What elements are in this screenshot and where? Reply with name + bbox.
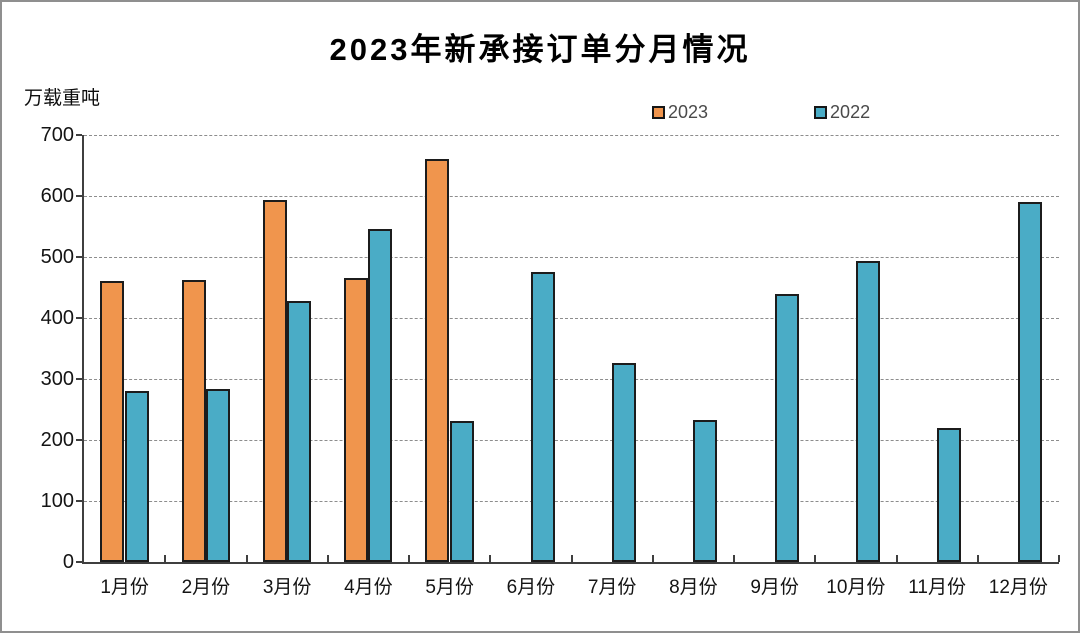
bar-2022-2月份 xyxy=(205,389,230,562)
legend-label: 2023 xyxy=(668,102,709,122)
x-axis-tick-label: 12月份 xyxy=(988,577,1048,598)
x-axis-line xyxy=(82,562,1059,564)
x-axis-tick-label: 3月份 xyxy=(262,577,312,598)
x-axis-tick-label: 6月份 xyxy=(506,577,556,598)
y-axis-unit-label: 万载重吨 xyxy=(24,88,101,109)
y-axis-tick-label: 400 xyxy=(40,307,74,329)
gridline-500 xyxy=(84,256,1059,258)
x-axis-tick xyxy=(651,555,654,562)
bar-2022-8月份 xyxy=(693,420,718,562)
x-axis-tick-label: 11月份 xyxy=(908,577,966,598)
x-axis-tick xyxy=(489,555,492,562)
y-axis-tick-label: 100 xyxy=(40,490,74,512)
y-axis-tick-label: 500 xyxy=(40,246,74,268)
y-axis-tick xyxy=(76,378,82,380)
legend-swatch-icon xyxy=(652,106,665,119)
x-axis-tick-label: 7月份 xyxy=(587,577,637,598)
y-axis-tick xyxy=(76,195,82,197)
bar-2022-11月份 xyxy=(937,427,962,562)
gridline-700 xyxy=(84,134,1059,136)
x-axis-tick-label: 5月份 xyxy=(425,577,474,598)
y-axis-tick xyxy=(76,317,82,319)
bar-2022-5月份 xyxy=(449,421,474,562)
x-axis-tick-label: 9月份 xyxy=(750,577,799,598)
y-axis-line xyxy=(82,135,84,562)
x-axis-tick-label: 10月份 xyxy=(826,577,886,598)
y-axis-tick-label: 700 xyxy=(40,124,74,146)
x-axis-tick-label: 8月份 xyxy=(669,577,718,598)
legend-entry-2023: 2023 xyxy=(652,102,708,123)
bar-2023-1月份 xyxy=(100,281,125,562)
legend-swatch-icon xyxy=(814,106,828,119)
x-axis-tick xyxy=(814,555,817,562)
gridline-600 xyxy=(84,195,1059,197)
bar-2023-3月份 xyxy=(262,200,287,562)
bar-2022-6月份 xyxy=(530,271,555,562)
chart-title: 2023年新承接订单分月情况 xyxy=(329,32,751,67)
x-axis-tick-label: 1月份 xyxy=(100,577,149,598)
bar-2022-12月份 xyxy=(1018,201,1043,562)
x-axis-tick xyxy=(733,555,735,562)
bar-2023-4月份 xyxy=(344,277,369,562)
y-axis-tick-label: 600 xyxy=(40,185,74,207)
plot-area: 1月份 2月份 3月份 4月份 5月份 6月份 7月份 8月份 9月份 10月份 11月份 12月份 xyxy=(76,134,1060,598)
x-axis-tick xyxy=(976,555,979,562)
y-axis-tick-label: 200 xyxy=(40,429,74,451)
x-axis-tick xyxy=(408,555,410,562)
y-axis-tick-label: 300 xyxy=(40,368,74,390)
y-axis-tick xyxy=(76,500,82,502)
bar-2023-5月份 xyxy=(425,159,450,562)
gridline-200 xyxy=(84,439,1059,441)
y-axis-tick-label: 0 xyxy=(62,551,74,573)
bar-2022-4月份 xyxy=(368,228,393,562)
bar-2022-10月份 xyxy=(855,261,880,562)
y-axis-tick xyxy=(76,439,82,441)
x-axis-tick xyxy=(326,555,329,562)
y-axis-tick xyxy=(76,561,82,563)
bar-2022-1月份 xyxy=(124,391,149,562)
legend-label: 2022 xyxy=(830,102,871,122)
x-axis-tick xyxy=(570,555,573,562)
bar-2023-2月份 xyxy=(181,280,206,562)
gridline-300 xyxy=(84,378,1059,380)
legend: 2023 2022 xyxy=(652,102,870,123)
legend-entry-2022: 2022 xyxy=(814,102,870,123)
bar-2022-3月份 xyxy=(287,300,312,562)
y-axis-tick xyxy=(76,256,82,258)
x-axis-tick xyxy=(1058,555,1060,562)
x-axis-tick xyxy=(895,555,898,562)
x-axis-tick xyxy=(164,555,167,562)
gridline-400 xyxy=(84,317,1059,319)
gridline-100 xyxy=(84,500,1059,502)
bar-2022-7月份 xyxy=(612,363,637,562)
x-axis-tick xyxy=(245,555,248,562)
bar-2022-9月份 xyxy=(774,293,799,562)
y-axis-tick xyxy=(76,134,82,136)
x-axis-tick-label: 4月份 xyxy=(344,577,393,598)
x-axis-tick-label: 2月份 xyxy=(181,577,231,598)
